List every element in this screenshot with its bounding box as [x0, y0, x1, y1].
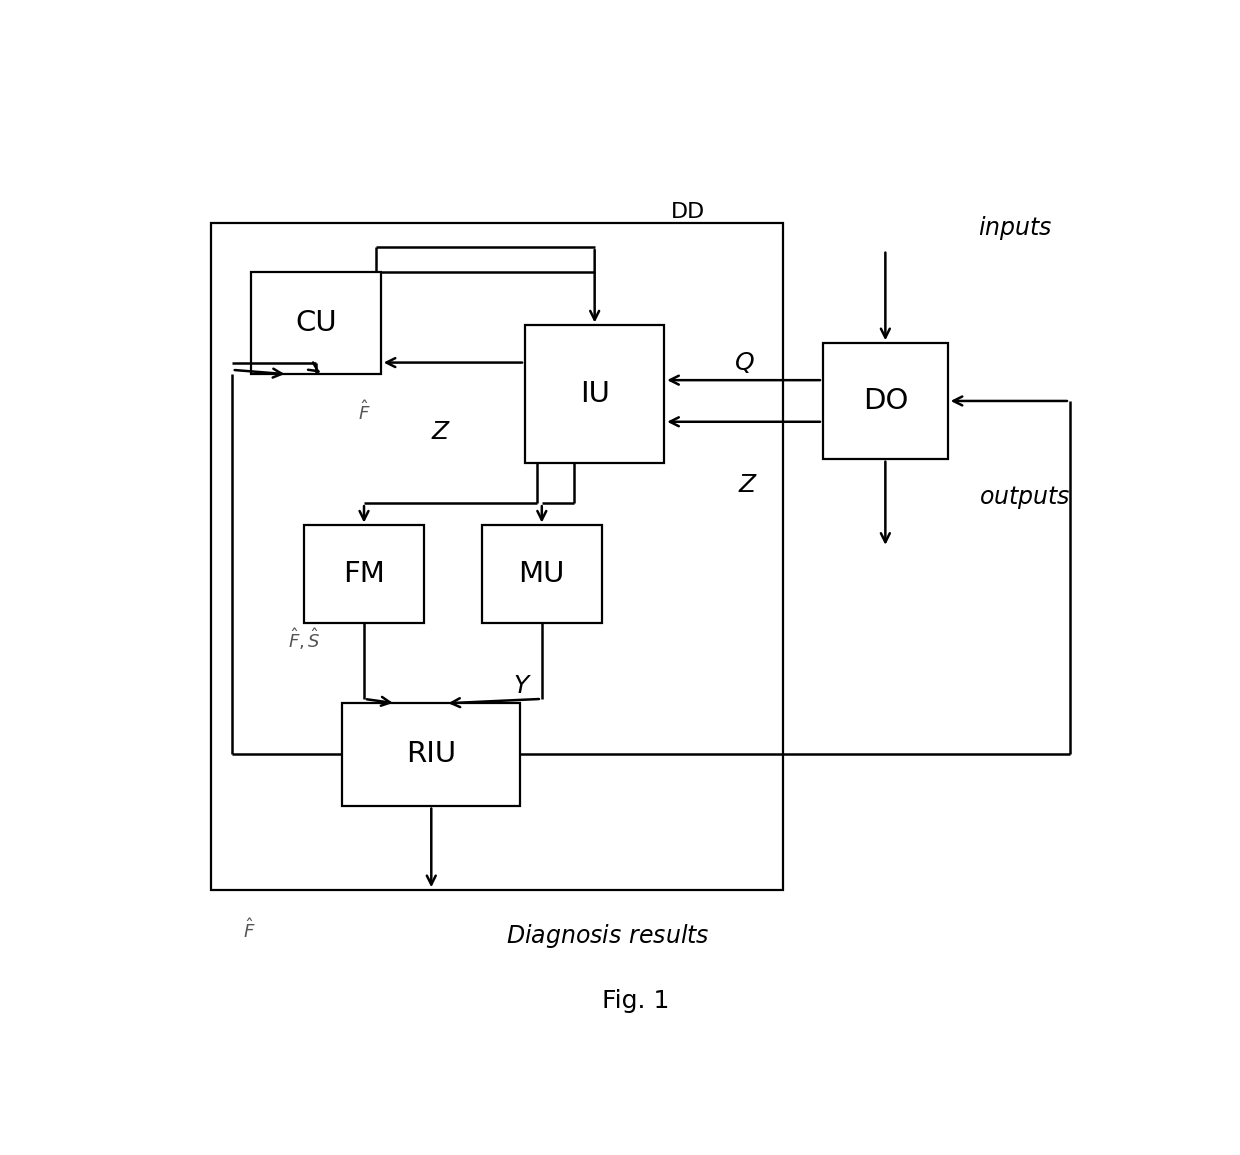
Text: DD: DD: [671, 201, 706, 222]
Text: MU: MU: [518, 560, 565, 588]
Text: FM: FM: [343, 560, 384, 588]
Text: RIU: RIU: [407, 740, 456, 768]
Text: Fig. 1: Fig. 1: [601, 990, 670, 1013]
Text: $Z$: $Z$: [432, 420, 451, 444]
Text: CU: CU: [295, 310, 337, 337]
Bar: [342, 703, 521, 806]
Text: DO: DO: [863, 387, 908, 415]
Text: $Diagnosis\ results$: $Diagnosis\ results$: [506, 923, 709, 951]
Text: $\hat{F}$: $\hat{F}$: [358, 400, 371, 424]
Text: $Y$: $Y$: [512, 673, 532, 698]
Bar: [211, 223, 782, 891]
Text: $Q$: $Q$: [734, 350, 754, 375]
Bar: [525, 326, 665, 463]
Text: $outputs$: $outputs$: [978, 484, 1070, 511]
Text: $\hat{F},\hat{S}$: $\hat{F},\hat{S}$: [288, 626, 320, 653]
Text: $inputs$: $inputs$: [978, 214, 1053, 241]
Bar: [823, 343, 947, 459]
Text: $\hat{F}$: $\hat{F}$: [243, 918, 255, 942]
Text: $Z$: $Z$: [738, 474, 758, 498]
Bar: [481, 526, 601, 624]
Bar: [304, 526, 424, 624]
Text: IU: IU: [580, 380, 610, 408]
Bar: [250, 273, 381, 374]
